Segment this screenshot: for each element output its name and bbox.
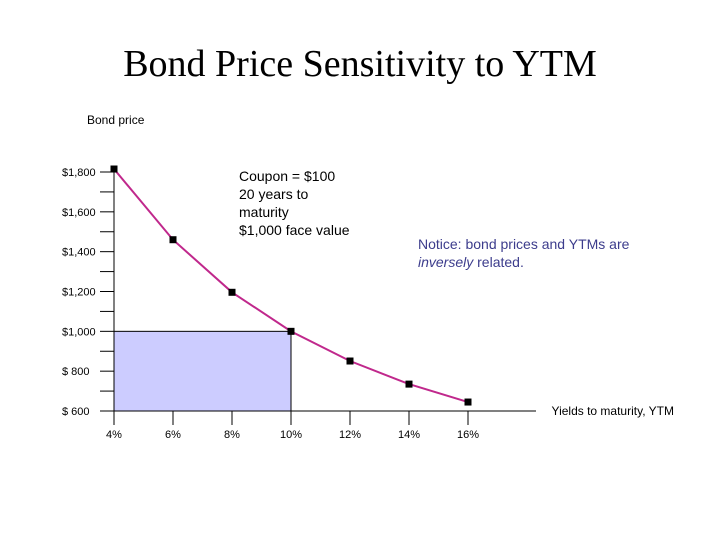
x-tick-label: 12% xyxy=(339,429,361,441)
y-tick-label: $1,200 xyxy=(62,287,96,299)
data-point xyxy=(464,398,472,406)
coupon-line: 20 years to xyxy=(239,186,309,202)
tick-labels: $1,800 $1,600 $1,400 $1,200 $1,000 $ 800 $ 600… xyxy=(62,167,479,441)
chart-title: Bond Price Sensitivity to YTM xyxy=(123,43,597,85)
x-tick-label: 16% xyxy=(457,429,479,441)
x-tick-label: 6% xyxy=(165,429,181,441)
highlight-region-layer xyxy=(113,330,292,412)
coupon-line: Coupon = $100 xyxy=(239,168,336,184)
data-point xyxy=(169,236,177,244)
data-point xyxy=(346,357,354,365)
coupon-line: $1,000 face value xyxy=(239,222,350,238)
y-tick-label: $1,600 xyxy=(62,207,96,219)
y-tick-label: $ 600 xyxy=(62,406,90,418)
coupon-line: maturity xyxy=(239,204,289,220)
notice-text-end: related. xyxy=(473,254,524,270)
x-axis-label: Yields to maturity, YTM xyxy=(552,404,674,418)
y-tick-label: $1,800 xyxy=(62,167,96,179)
y-tick-label: $1,400 xyxy=(62,247,96,259)
y-tick-label: $ 800 xyxy=(62,366,90,378)
notice-text: Notice: bond prices and YTMs are xyxy=(418,236,630,252)
notice-annotation: Notice: bond prices and YTMs are inverse… xyxy=(418,235,688,271)
data-point xyxy=(110,165,118,173)
highlight-region xyxy=(113,330,292,412)
data-point xyxy=(405,380,413,388)
y-tick-label: $1,000 xyxy=(62,326,96,338)
x-tick-label: 8% xyxy=(224,429,240,441)
axes xyxy=(100,167,536,425)
y-axis-label: Bond price xyxy=(87,113,145,127)
x-tick-label: 10% xyxy=(280,429,302,441)
notice-emphasis: inversely xyxy=(418,254,474,270)
data-markers xyxy=(110,165,472,406)
coupon-annotation: Coupon = $100 20 years to maturity $1,00… xyxy=(239,167,389,239)
x-tick-label: 14% xyxy=(398,429,420,441)
x-tick-label: 4% xyxy=(106,429,122,441)
data-point xyxy=(228,288,236,296)
data-point xyxy=(287,327,295,335)
